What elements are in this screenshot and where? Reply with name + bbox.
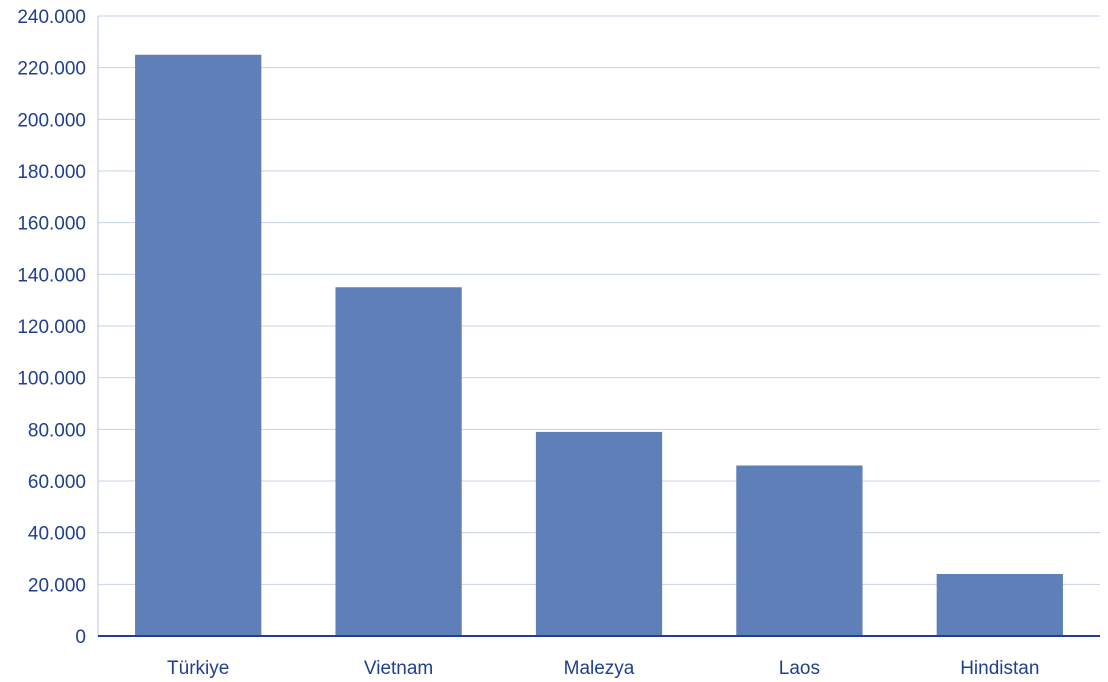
- bar: [135, 54, 262, 636]
- y-tick-label: 40.000: [28, 524, 86, 545]
- y-tick-label: 80.000: [28, 420, 86, 441]
- x-tick-label: Laos: [779, 658, 820, 679]
- grid-lines: [98, 15, 1100, 585]
- x-tick-labels: Türkiye Vietnam Malezya Laos Hindistan: [167, 658, 1039, 679]
- x-tick-label: Türkiye: [167, 658, 229, 679]
- axes: [97, 16, 1100, 637]
- y-tick-label: 240.000: [17, 7, 86, 28]
- y-tick-label: 200.000: [17, 110, 86, 131]
- y-tick-label: 20.000: [28, 575, 86, 596]
- y-tick-label: 100.000: [17, 369, 86, 390]
- y-tick-label: 160.000: [17, 214, 86, 235]
- bar: [936, 574, 1063, 636]
- x-tick-label: Malezya: [564, 658, 635, 679]
- bar: [535, 431, 663, 636]
- y-tick-label: 0: [75, 627, 86, 648]
- y-tick-label: 120.000: [17, 317, 86, 338]
- y-tick-label: 180.000: [17, 162, 86, 183]
- bar: [335, 287, 462, 636]
- y-tick-label: 60.000: [28, 472, 86, 493]
- y-tick-label: 140.000: [17, 265, 86, 286]
- y-tick-label: 220.000: [17, 59, 86, 80]
- y-tick-labels: 0 20.000 40.000 60.000 80.000 100.000 120.000 1…: [17, 7, 86, 648]
- bars: [135, 54, 1063, 636]
- x-tick-label: Vietnam: [364, 658, 433, 679]
- bar: [736, 465, 863, 636]
- x-tick-label: Hindistan: [960, 658, 1039, 679]
